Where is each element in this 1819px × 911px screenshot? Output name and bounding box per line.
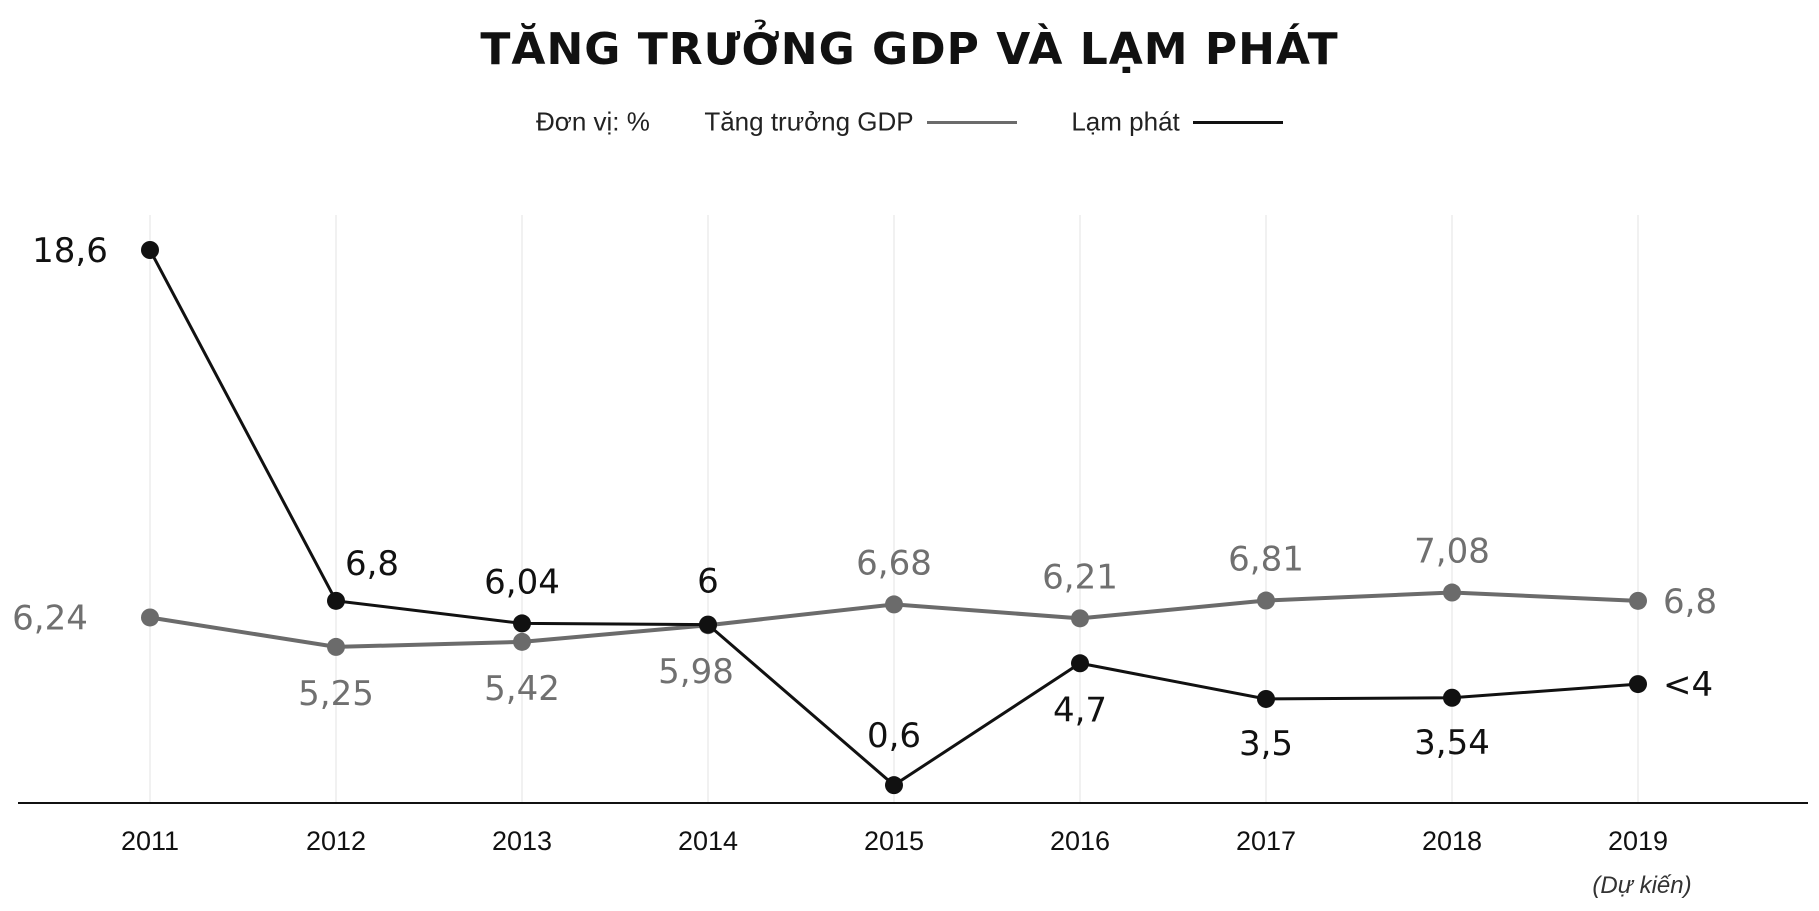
- x-tick-label-2018: 2018: [1422, 826, 1482, 856]
- data-label-inflation-2016: 4,7: [1053, 690, 1107, 730]
- x-tick-label-2011: 2011: [121, 826, 179, 856]
- data-label-inflation-2019: <4: [1663, 665, 1713, 705]
- legend-gdp-line: [926, 120, 1017, 124]
- data-point-inflation-2019: [1629, 675, 1647, 694]
- x-tick-label-2014: 2014: [678, 826, 738, 856]
- data-point-inflation-2018: [1443, 688, 1461, 707]
- x-tick-label-2016: 2016: [1050, 826, 1110, 856]
- data-label-gdp-2014: 5,98: [658, 652, 734, 692]
- data-label-gdp-2015: 6,68: [856, 543, 932, 583]
- legend-inflation-label: Lạm phát: [1071, 106, 1180, 137]
- legend-row: Đơn vị: % Tăng trưởng GDP Lạm phát: [0, 105, 1819, 138]
- data-label-inflation-2014: 6: [697, 562, 719, 602]
- data-label-inflation-2017: 3,5: [1239, 724, 1293, 764]
- data-point-inflation-2016: [1071, 654, 1089, 673]
- data-label-gdp-2013: 5,42: [484, 669, 560, 709]
- data-label-inflation-2018: 3,54: [1414, 723, 1490, 763]
- data-label-inflation-2012: 6,8: [345, 544, 399, 584]
- x-tick-label-2015: 2015: [864, 826, 924, 856]
- unit-label: Đơn vị: %: [536, 106, 650, 137]
- legend-gdp-label: Tăng trưởng GDP: [704, 106, 914, 137]
- data-point-inflation-2012: [327, 591, 345, 610]
- legend-inflation-line: [1192, 120, 1283, 124]
- chart-title: TĂNG TRƯỞNG GDP VÀ LẠM PHÁT: [480, 24, 1339, 75]
- x-tick-label-2019: 2019: [1608, 826, 1668, 856]
- x-tick-note: (Dự kiến): [1592, 872, 1691, 899]
- data-point-inflation-2015: [885, 776, 903, 795]
- data-label-gdp-2018: 7,08: [1414, 532, 1490, 572]
- data-point-inflation-2014: [699, 615, 717, 634]
- data-label-gdp-2016: 6,21: [1042, 557, 1118, 597]
- data-label-gdp-2012: 5,25: [298, 674, 374, 714]
- data-point-gdp-2011: [141, 608, 159, 627]
- data-point-inflation-2017: [1257, 689, 1275, 708]
- data-point-gdp-2012: [327, 637, 345, 656]
- x-tick-label-2017: 2017: [1236, 826, 1296, 856]
- data-point-gdp-2015: [885, 595, 903, 614]
- data-label-gdp-2019: 6,8: [1663, 582, 1717, 622]
- x-tick-label-2013: 2013: [492, 826, 552, 856]
- x-tick-label-2012: 2012: [306, 826, 366, 856]
- data-label-inflation-2011: 18,6: [32, 231, 108, 271]
- data-point-gdp-2016: [1071, 609, 1089, 628]
- data-point-inflation-2013: [513, 614, 531, 633]
- data-point-gdp-2018: [1443, 583, 1461, 602]
- data-label-gdp-2017: 6,81: [1228, 540, 1304, 580]
- data-point-gdp-2013: [513, 632, 531, 651]
- data-point-inflation-2011: [141, 241, 159, 259]
- data-point-gdp-2017: [1257, 591, 1275, 610]
- data-label-inflation-2015: 0,6: [867, 716, 921, 756]
- data-point-gdp-2019: [1629, 591, 1647, 610]
- data-label-inflation-2013: 6,04: [484, 562, 560, 602]
- data-label-gdp-2011: 6,24: [12, 598, 88, 638]
